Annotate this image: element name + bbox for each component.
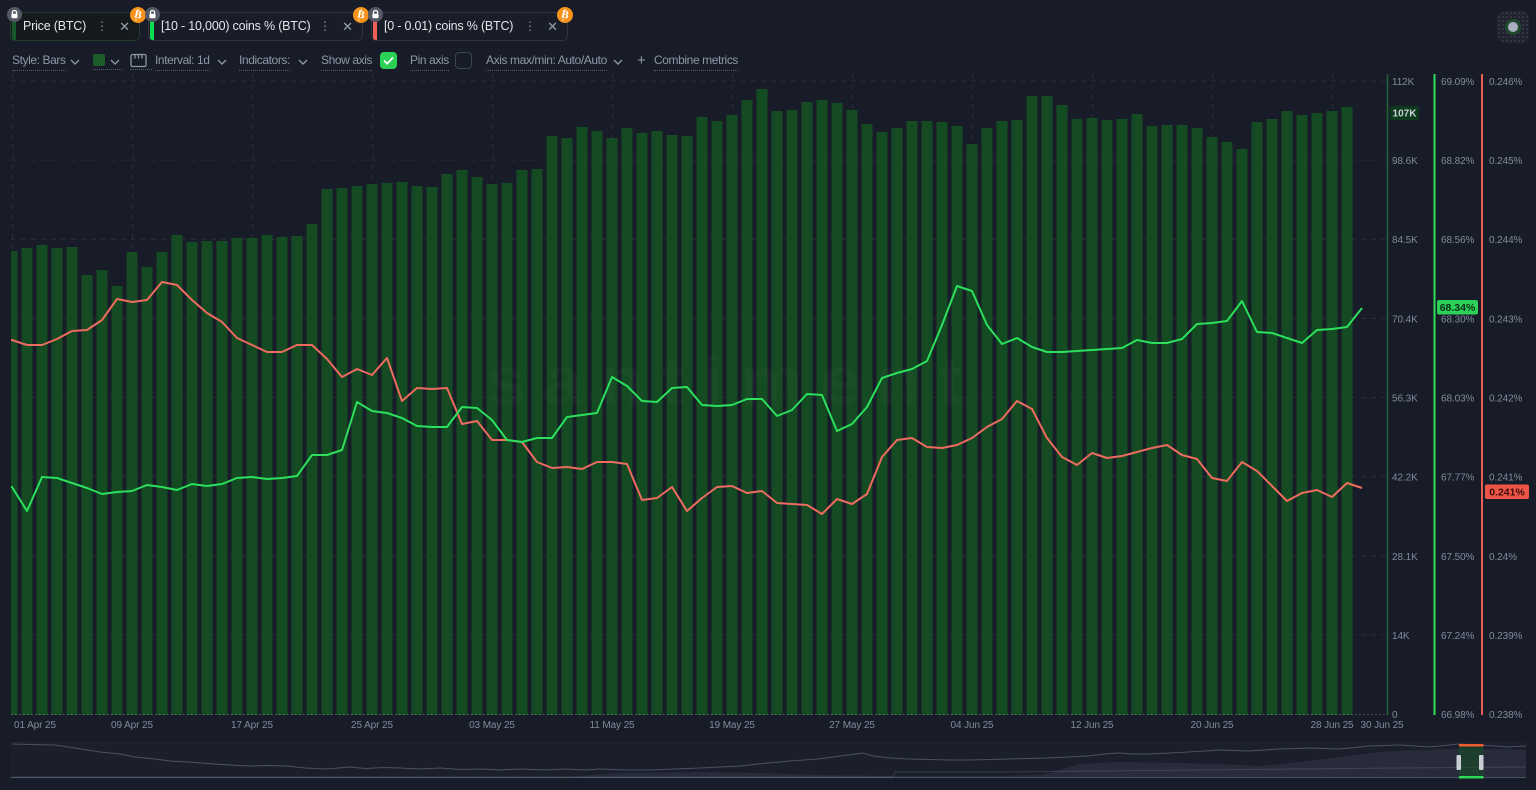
svg-text:santiment: santiment: [487, 342, 980, 420]
svg-text:0.24%: 0.24%: [1489, 552, 1517, 563]
svg-text:03 May 25: 03 May 25: [469, 720, 515, 731]
svg-text:28.1K: 28.1K: [1392, 552, 1418, 563]
svg-text:28 Jun 25: 28 Jun 25: [1310, 720, 1354, 731]
svg-text:66.98%: 66.98%: [1441, 710, 1475, 721]
svg-text:107K: 107K: [1393, 109, 1418, 120]
svg-text:09 Apr 25: 09 Apr 25: [111, 720, 153, 731]
svg-text:68.34%: 68.34%: [1440, 302, 1476, 314]
svg-text:25 Apr 25: 25 Apr 25: [351, 720, 393, 731]
svg-text:70.4K: 70.4K: [1392, 314, 1418, 325]
svg-text:0.243%: 0.243%: [1489, 314, 1523, 325]
svg-text:0.238%: 0.238%: [1489, 710, 1523, 721]
svg-text:56.3K: 56.3K: [1392, 394, 1418, 405]
svg-text:68.30%: 68.30%: [1441, 314, 1475, 325]
svg-text:12 Jun 25: 12 Jun 25: [1070, 720, 1114, 731]
svg-text:0.242%: 0.242%: [1489, 394, 1523, 405]
svg-text:112K: 112K: [1392, 77, 1415, 88]
svg-text:17 Apr 25: 17 Apr 25: [231, 720, 273, 731]
svg-text:14K: 14K: [1392, 631, 1410, 642]
svg-text:0.241%: 0.241%: [1489, 487, 1525, 499]
svg-text:11 May 25: 11 May 25: [589, 720, 635, 731]
svg-text:04 Jun 25: 04 Jun 25: [950, 720, 994, 731]
svg-text:69.09%: 69.09%: [1441, 77, 1475, 88]
svg-text:67.77%: 67.77%: [1441, 473, 1475, 484]
svg-text:42.2K: 42.2K: [1392, 473, 1418, 484]
svg-text:20 Jun 25: 20 Jun 25: [1190, 720, 1234, 731]
svg-text:01 Apr 25: 01 Apr 25: [14, 720, 56, 731]
svg-text:67.24%: 67.24%: [1441, 631, 1475, 642]
svg-text:0.245%: 0.245%: [1489, 156, 1523, 167]
svg-text:27 May 25: 27 May 25: [829, 720, 875, 731]
svg-text:67.50%: 67.50%: [1441, 552, 1475, 563]
svg-text:0.239%: 0.239%: [1489, 631, 1523, 642]
svg-text:0.244%: 0.244%: [1489, 235, 1523, 246]
svg-text:68.82%: 68.82%: [1441, 156, 1475, 167]
svg-text:30 Jun 25: 30 Jun 25: [1360, 720, 1404, 731]
svg-text:0.241%: 0.241%: [1489, 473, 1523, 484]
svg-text:68.03%: 68.03%: [1441, 394, 1475, 405]
svg-text:84.5K: 84.5K: [1392, 235, 1418, 246]
svg-text:98.6K: 98.6K: [1392, 156, 1418, 167]
svg-text:68.56%: 68.56%: [1441, 235, 1475, 246]
svg-text:19 May 25: 19 May 25: [709, 720, 755, 731]
svg-text:0.246%: 0.246%: [1489, 77, 1523, 88]
svg-text:0: 0: [1392, 710, 1398, 721]
